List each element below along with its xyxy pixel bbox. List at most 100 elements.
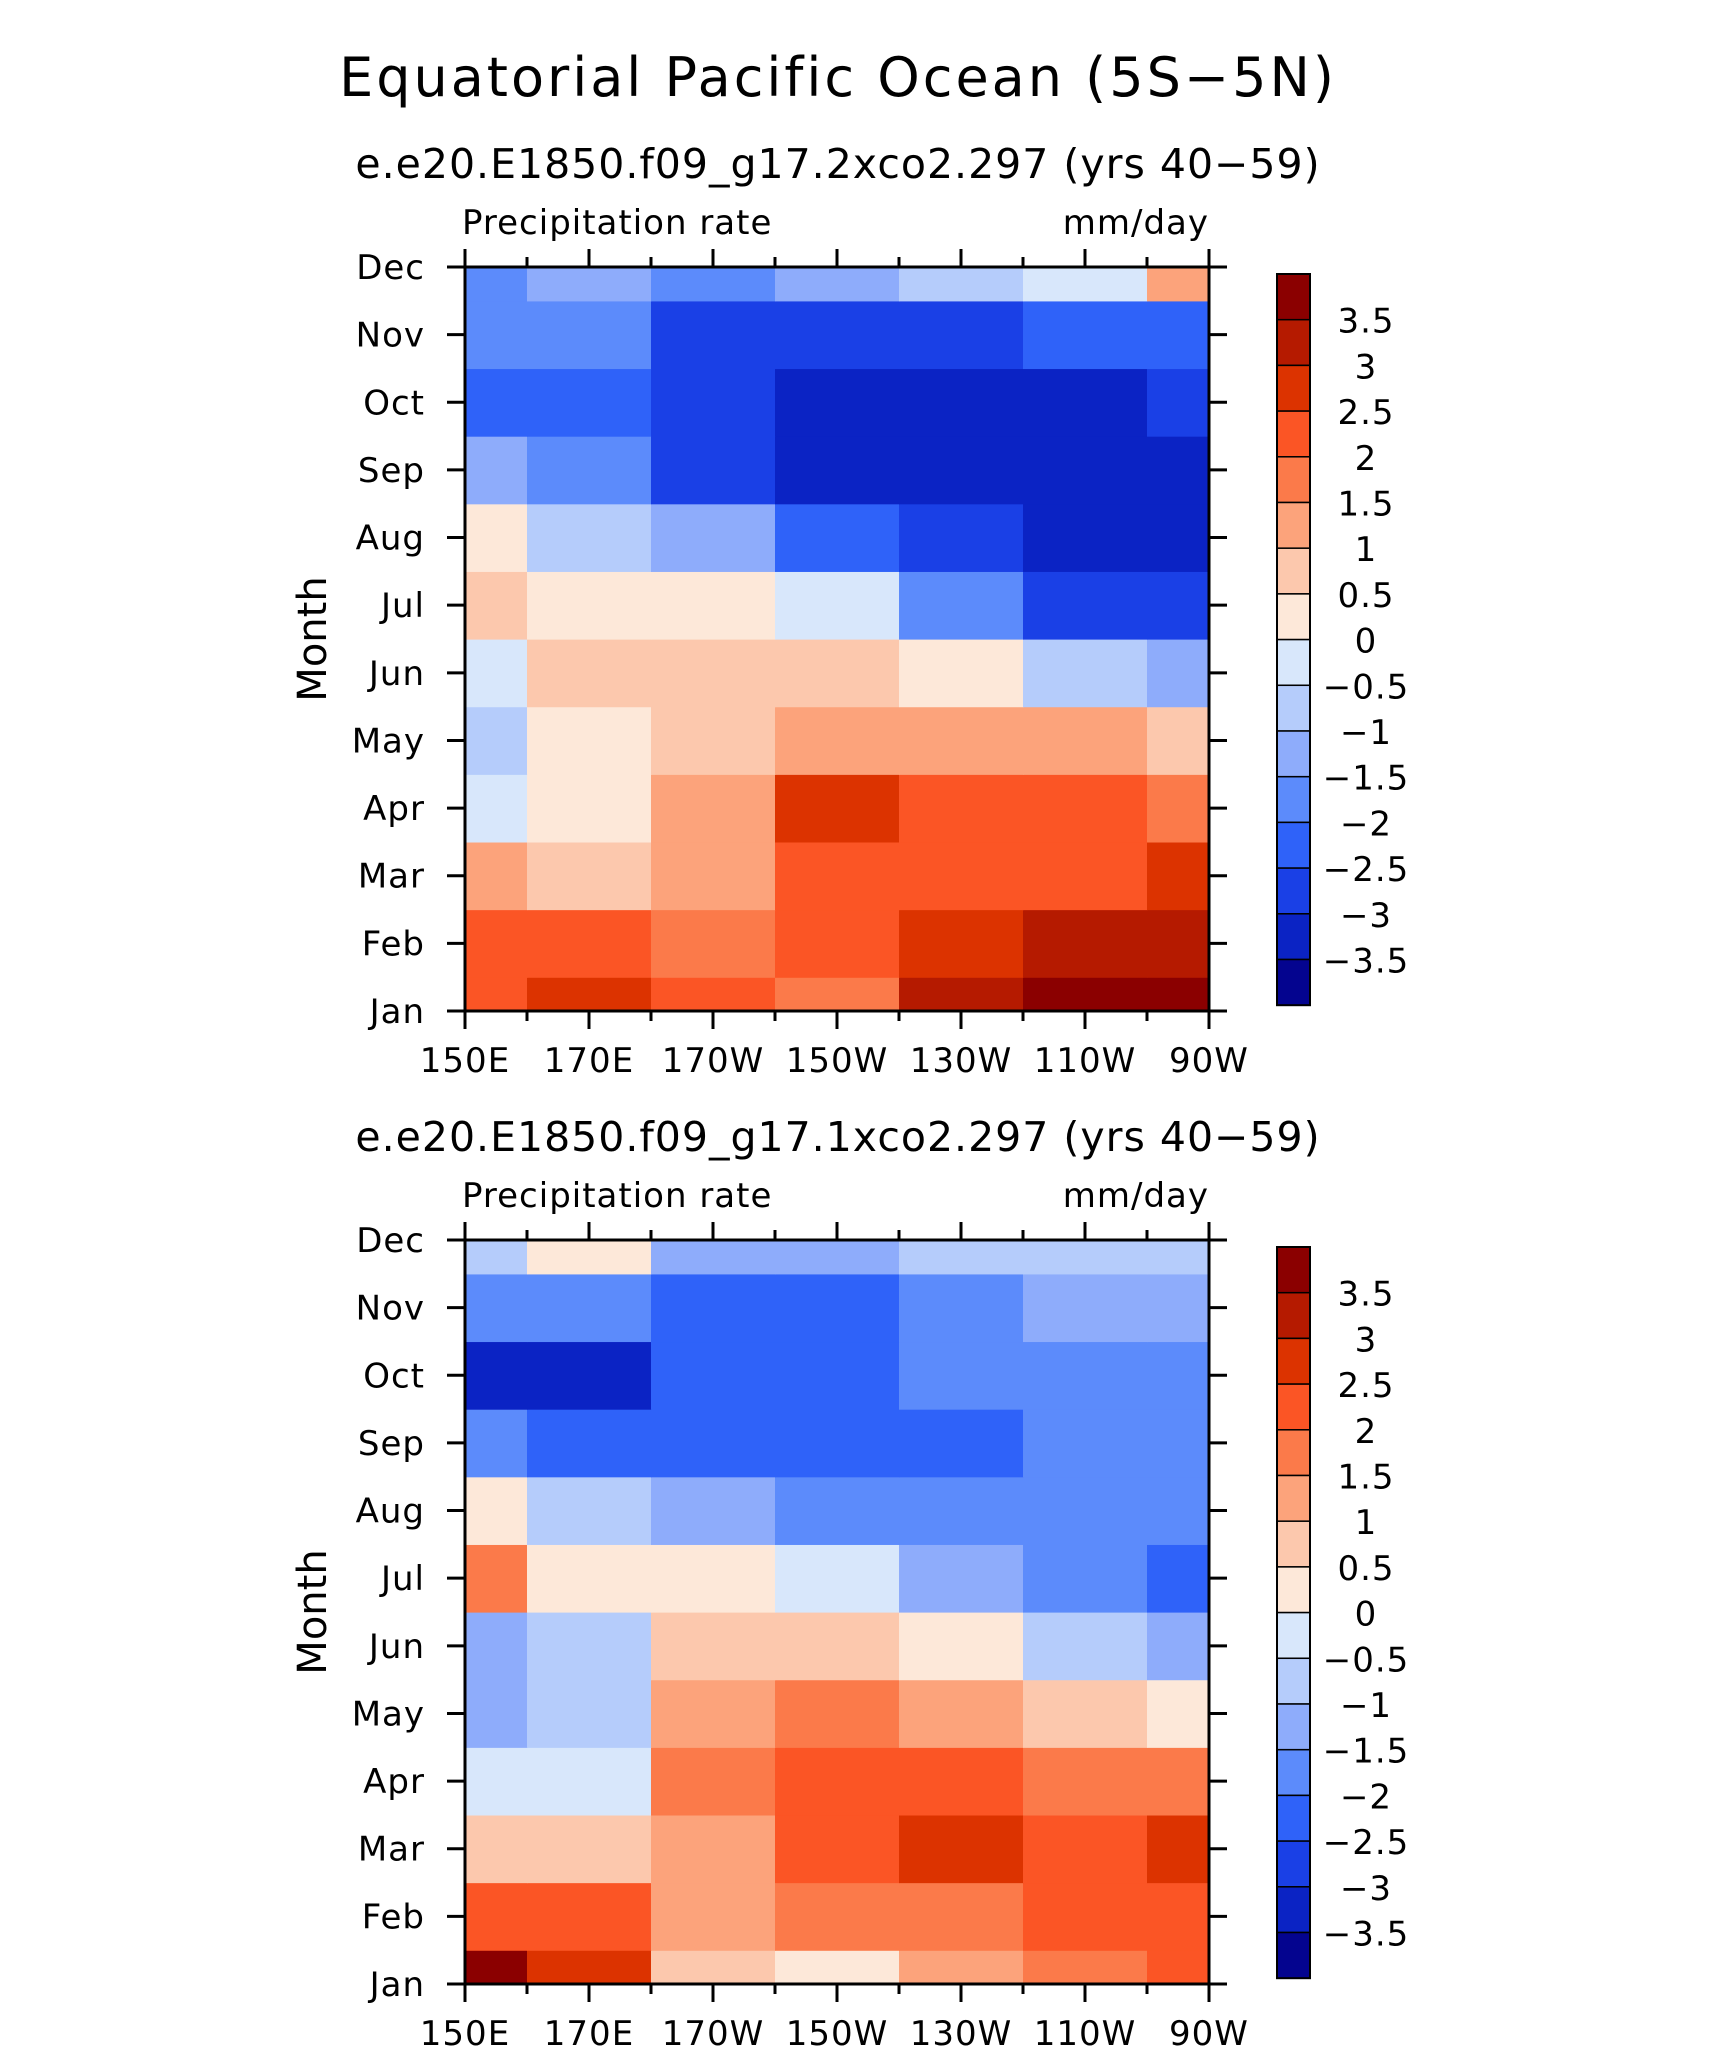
- heatmap-cell: [1023, 1950, 1148, 1984]
- y-tick-label: Jan: [368, 992, 425, 1032]
- heatmap-cell: [899, 841, 1024, 911]
- heatmap-cell: [899, 1409, 1024, 1478]
- colorbar-label: 2.5: [1337, 393, 1394, 433]
- heatmap-cell: [651, 1240, 776, 1275]
- heatmap-cell: [465, 706, 528, 775]
- heatmap-cell: [651, 368, 776, 437]
- y-tick-label: Oct: [363, 1356, 425, 1396]
- heatmap-cell: [1023, 1341, 1148, 1410]
- heatmap-cell: [1147, 909, 1209, 978]
- panel-top-cells: [465, 267, 1209, 1011]
- heatmap-cell: [527, 1273, 652, 1343]
- heatmap-cell: [527, 1950, 652, 1984]
- panel-bottom-ylabel: Month: [290, 1549, 336, 1674]
- y-tick-label: Apr: [363, 789, 425, 829]
- heatmap-cell: [1147, 1747, 1209, 1816]
- panel-top-y-tick-labels: Jan Feb Mar Apr May Jun Jul Aug Sep Oct Nov Dec: [352, 248, 425, 1032]
- colorbar-swatch: [1276, 1291, 1311, 1340]
- panel-bottom-left-label: Precipitation rate: [462, 1176, 772, 1216]
- heatmap-cell: [465, 977, 528, 1011]
- heatmap-cell: [651, 1476, 776, 1545]
- heatmap-cell: [1147, 977, 1209, 1011]
- heatmap-cell: [1023, 1240, 1148, 1275]
- heatmap-cell: [1023, 300, 1148, 370]
- heatmap-cell: [651, 1814, 776, 1884]
- heatmap-cell: [527, 774, 652, 843]
- colorbar-label: 2: [1355, 439, 1378, 479]
- heatmap-cell: [899, 1273, 1024, 1343]
- heatmap-cell: [899, 1544, 1024, 1613]
- heatmap-cell: [465, 1273, 528, 1343]
- heatmap-cell: [899, 503, 1024, 572]
- colorbar-swatch: [1276, 364, 1311, 412]
- x-tick-label: 150E: [420, 1041, 510, 1081]
- x-tick-label: 170E: [544, 1041, 634, 1081]
- heatmap-cell: [465, 1814, 528, 1884]
- y-tick-label: May: [352, 1694, 425, 1734]
- heatmap-cell: [899, 774, 1024, 843]
- heatmap-cell: [1147, 841, 1209, 911]
- heatmap-cell: [775, 1341, 900, 1410]
- heatmap-cell: [899, 977, 1024, 1011]
- heatmap-cell: [899, 1341, 1024, 1410]
- colorbar-swatch: [1276, 730, 1311, 778]
- heatmap-cell: [1023, 774, 1148, 843]
- heatmap-cell: [465, 1409, 528, 1478]
- heatmap-cell: [1023, 1814, 1148, 1884]
- colorbar-label: 0.5: [1337, 1549, 1394, 1589]
- colorbar-label: −3: [1340, 1869, 1392, 1909]
- heatmap-cell: [775, 1950, 900, 1984]
- heatmap-cell: [465, 571, 528, 640]
- heatmap-cell: [1023, 1409, 1148, 1478]
- heatmap-cell: [775, 1747, 900, 1816]
- colorbar-label: −0.5: [1323, 667, 1410, 707]
- colorbar-label: −3.5: [1323, 1915, 1410, 1955]
- colorbar-label: 2.5: [1337, 1366, 1394, 1406]
- heatmap-cell: [527, 1882, 652, 1951]
- colorbar-label: 2: [1355, 1412, 1378, 1452]
- heatmap-cell: [1023, 1612, 1148, 1681]
- heatmap-cell: [775, 706, 900, 775]
- heatmap-cell: [775, 1273, 900, 1343]
- heatmap-cell: [527, 368, 652, 437]
- heatmap-cell: [527, 1747, 652, 1816]
- panel-bottom-right-label: mm/day: [1063, 1176, 1209, 1216]
- y-tick-label: Mar: [358, 857, 425, 897]
- y-tick-label: Aug: [356, 519, 425, 559]
- colorbar-label: 3.5: [1337, 302, 1394, 342]
- heatmap-cell: [465, 1950, 528, 1984]
- heatmap-cell: [527, 503, 652, 572]
- heatmap-cell: [1147, 571, 1209, 640]
- colorbar-swatch: [1276, 1931, 1311, 1979]
- colorbar-label: 0: [1355, 1595, 1378, 1635]
- heatmap-cell: [899, 1747, 1024, 1816]
- heatmap-cell: [775, 368, 900, 437]
- colorbar-label: 1.5: [1337, 1458, 1394, 1498]
- heatmap-cell: [527, 300, 652, 370]
- heatmap-cell: [775, 639, 900, 708]
- heatmap-cell: [465, 300, 528, 370]
- heatmap-cell: [527, 1679, 652, 1748]
- heatmap-cell: [899, 1814, 1024, 1884]
- panel-top-ticks: [447, 249, 1227, 1029]
- x-tick-label: 170E: [544, 2014, 634, 2054]
- colorbar-label: 1: [1355, 530, 1378, 570]
- panel-bottom-cells: [465, 1240, 1209, 1984]
- heatmap-cell: [775, 1612, 900, 1681]
- heatmap-cell: [899, 436, 1024, 505]
- y-tick-label: Jun: [367, 654, 425, 694]
- colorbar-swatch: [1276, 318, 1311, 367]
- heatmap-cell: [899, 1476, 1024, 1545]
- heatmap-cell: [775, 841, 900, 911]
- heatmap-cell: [465, 1476, 528, 1545]
- heatmap-cell: [465, 841, 528, 911]
- panel-bottom-y-tick-labels: Jan Feb Mar Apr May Jun Jul Aug Sep Oct Nov Dec: [352, 1221, 425, 2005]
- heatmap-cell: [527, 436, 652, 505]
- y-tick-label: Sep: [358, 451, 425, 491]
- colorbar-swatch: [1276, 1566, 1311, 1614]
- heatmap-cell: [1023, 1747, 1148, 1816]
- heatmap-cell: [527, 639, 652, 708]
- heatmap-cell: [465, 436, 528, 505]
- heatmap-cell: [1147, 1476, 1209, 1545]
